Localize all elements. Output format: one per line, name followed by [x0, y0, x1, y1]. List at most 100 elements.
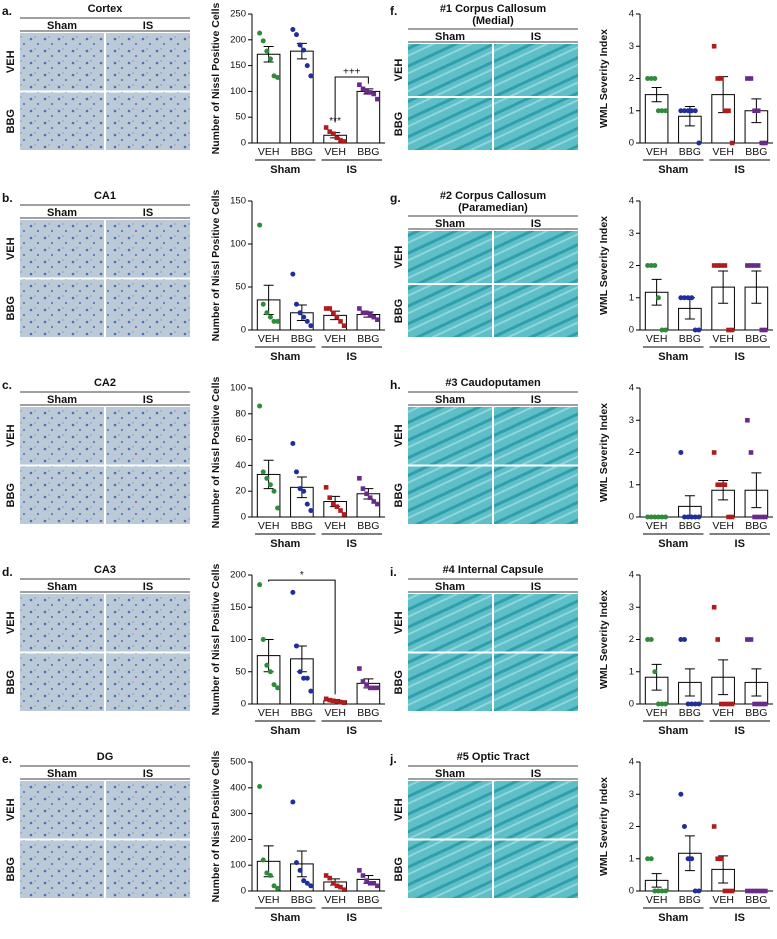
micrograph — [494, 231, 578, 283]
x-tick-label: VEH — [324, 707, 346, 719]
data-point — [260, 857, 266, 863]
data-point — [711, 450, 717, 455]
y-tick-label: 0 — [629, 699, 634, 710]
data-point — [308, 508, 314, 514]
data-point — [726, 701, 731, 707]
data-point — [681, 108, 687, 114]
data-point — [264, 48, 270, 54]
data-point — [655, 108, 661, 114]
y-tick-label: 3 — [629, 415, 634, 426]
panel-label: d. — [2, 565, 13, 579]
micrograph — [20, 466, 104, 524]
data-point — [364, 878, 369, 883]
micrograph — [20, 220, 104, 278]
data-point — [645, 637, 651, 642]
data-point — [648, 514, 654, 520]
data-point — [293, 301, 299, 307]
data-point — [264, 662, 270, 668]
y-tick-label: 0 — [629, 512, 634, 523]
micrograph — [408, 594, 492, 652]
data-point — [257, 222, 263, 228]
data-point — [652, 888, 658, 894]
region-title: DG — [97, 751, 114, 763]
y-tick-label: 0 — [241, 512, 246, 523]
column-label: Sham — [47, 20, 77, 32]
column-label: Sham — [435, 394, 465, 406]
micrograph — [494, 653, 578, 711]
y-tick-label: 2 — [629, 260, 634, 271]
micrograph — [106, 781, 190, 839]
data-point — [729, 140, 735, 146]
y-tick-label: 100 — [230, 239, 246, 250]
row-label: BBG — [393, 857, 405, 881]
data-point — [711, 43, 717, 49]
data-point — [290, 799, 296, 805]
data-point — [678, 450, 684, 455]
row-label: BBG — [5, 857, 17, 881]
data-point — [275, 318, 281, 324]
data-point — [367, 495, 373, 500]
data-point — [271, 488, 277, 494]
row-label: BBG — [393, 112, 405, 136]
data-point — [659, 701, 665, 707]
column-label: Sham — [435, 581, 465, 593]
data-point — [745, 637, 750, 642]
data-point — [715, 856, 721, 862]
row-label: VEH — [5, 50, 17, 73]
micrograph — [106, 92, 190, 150]
data-point — [257, 582, 263, 588]
data-point — [308, 688, 314, 694]
y-tick-label: 0 — [629, 886, 634, 897]
data-point — [729, 888, 735, 894]
data-point — [293, 643, 299, 649]
data-point — [748, 637, 754, 642]
data-point — [759, 327, 765, 333]
data-point — [719, 482, 724, 488]
group-label: IS — [735, 351, 745, 363]
row-label: VEH — [393, 59, 405, 82]
data-point — [297, 42, 303, 48]
data-point — [689, 108, 695, 114]
data-point — [323, 306, 329, 311]
data-point — [267, 314, 273, 320]
y-tick-label: 1 — [629, 105, 634, 116]
group-label: Sham — [270, 351, 300, 363]
micrograph — [494, 98, 578, 150]
y-axis-title: WML Severity Index — [598, 590, 610, 689]
x-tick-label: BBG — [679, 707, 701, 719]
column-label: IS — [143, 20, 153, 32]
y-tick-label: 40 — [235, 460, 246, 471]
significance-bracket — [334, 76, 369, 123]
data-point — [748, 888, 754, 894]
data-point — [264, 475, 270, 481]
data-point — [752, 701, 757, 707]
y-tick-label: 200 — [230, 34, 246, 45]
y-tick-label: 200 — [230, 570, 246, 581]
data-point — [663, 701, 669, 707]
micrograph — [20, 781, 104, 839]
data-point — [685, 514, 691, 520]
micrograph — [106, 466, 190, 524]
data-point — [685, 856, 691, 862]
y-tick-label: 1 — [629, 666, 634, 677]
micrograph — [20, 279, 104, 337]
y-tick-label: 2 — [629, 447, 634, 458]
data-point — [267, 56, 273, 62]
micrograph — [20, 653, 104, 711]
data-point — [715, 637, 721, 642]
data-point — [652, 514, 658, 520]
data-point — [297, 669, 303, 675]
x-tick-label: VEH — [646, 333, 668, 345]
data-point — [678, 108, 684, 114]
row-label: BBG — [5, 670, 17, 694]
row-label: BBG — [5, 483, 17, 507]
x-tick-label: VEH — [258, 894, 280, 906]
data-point — [645, 514, 651, 520]
data-point — [692, 108, 698, 114]
micrograph — [494, 407, 578, 465]
x-tick-label: BBG — [357, 707, 379, 719]
data-point — [260, 469, 266, 475]
micrograph — [106, 653, 190, 711]
